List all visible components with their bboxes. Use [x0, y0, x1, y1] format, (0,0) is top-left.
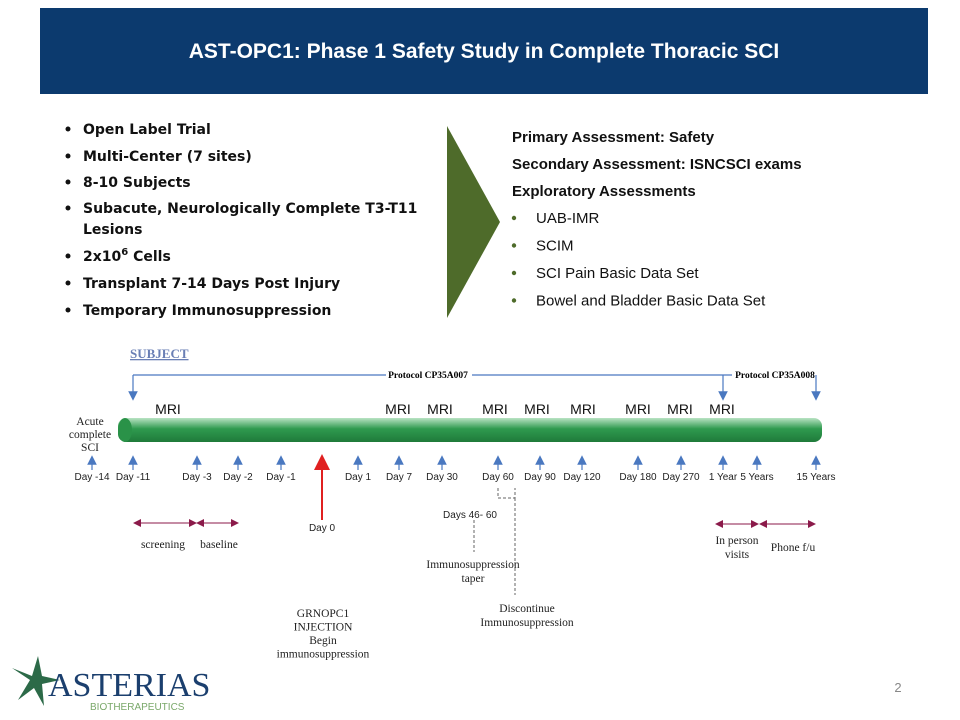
day-label: Day -3	[182, 472, 212, 483]
sub-bullet: SCI Pain Basic Data Set	[536, 265, 699, 282]
start-label: SCI	[81, 442, 99, 454]
day-label: Day 90	[524, 472, 556, 483]
sub-bullet: UAB-IMR	[536, 210, 600, 227]
bullet-part: Cells	[128, 249, 171, 265]
bullet-dot	[511, 270, 517, 276]
header-bar	[40, 8, 928, 94]
start-label: complete	[69, 429, 111, 441]
sub-bullet: SCIM	[536, 238, 574, 255]
bullet-dot	[511, 298, 517, 303]
left-list: Open Label Trial Multi-Center (7 sites) 8-…	[65, 122, 417, 319]
start-label: Acute	[76, 416, 103, 428]
mri-label: MRI	[570, 401, 596, 417]
day-label: Day 60	[482, 472, 514, 483]
bullet-sup: 6	[121, 247, 128, 258]
bracket	[497, 488, 516, 499]
day-label: Day 120	[563, 472, 601, 483]
page-number: 2	[894, 680, 901, 695]
phone: Phone f/u	[771, 542, 816, 554]
bullet-dot	[511, 215, 517, 221]
day-label: Day 7	[386, 472, 413, 483]
sub-bullet: Bowel and Bladder Basic Data Set	[536, 293, 766, 310]
bullet: Multi-Center (7 sites)	[83, 149, 252, 165]
mri-label: MRI	[667, 401, 693, 417]
title: AST-OPC1: Phase 1 Safety Study in Comple…	[189, 40, 779, 63]
discontinue: Immunosuppression	[480, 617, 574, 629]
bullet: Transplant 7-14 Days Post Injury	[83, 276, 340, 292]
primary: Primary Assessment: Safety	[512, 129, 715, 146]
logo-text: ASTERIAS	[48, 667, 210, 704]
injection: immunosuppression	[277, 649, 370, 661]
secondary: Secondary Assessment: ISNCSCI exams	[512, 156, 802, 173]
bullet-dot	[65, 126, 71, 132]
timeline-bar	[118, 418, 822, 442]
label-bg	[732, 368, 818, 382]
day-label: Day 180	[619, 472, 657, 483]
label-bg	[386, 368, 472, 382]
bullet-dot	[65, 253, 71, 259]
mri-label: MRI	[155, 401, 181, 417]
day-label: Day 1	[345, 472, 372, 483]
mri-label: MRI	[709, 401, 735, 417]
bullet-dot	[65, 179, 71, 185]
taper: taper	[462, 573, 485, 585]
subject-label: SUBJECT	[130, 346, 189, 361]
bullet: Open Label Trial	[83, 122, 211, 138]
bullet-cont: Lesions	[83, 222, 142, 238]
day-label: Day 270	[662, 472, 700, 483]
in-person: visits	[725, 549, 750, 561]
right-list: Primary Assessment: Safety Secondary Ass…	[511, 129, 802, 310]
screening: screening	[141, 539, 185, 551]
bullet-dot	[65, 205, 71, 211]
injection: INJECTION	[294, 622, 353, 634]
day-label: Day -11	[116, 472, 151, 483]
bullet: Temporary Immunosuppression	[83, 303, 331, 319]
bullet-dot	[65, 153, 71, 159]
protocol-1: Protocol CP35A007	[388, 371, 468, 381]
day-label: Day -14	[74, 472, 109, 483]
in-person: In person	[715, 535, 758, 547]
day-label: Day 30	[426, 472, 458, 483]
day-label: 5 Years	[740, 472, 773, 483]
logo-sub: BIOTHERAPEUTICS	[90, 702, 185, 713]
day0: Day 0	[309, 523, 336, 534]
protocol-2: Protocol CP35A008	[735, 371, 815, 381]
bullet-dot	[65, 307, 71, 313]
mri-label: MRI	[482, 401, 508, 417]
day-label: Day -2	[223, 472, 253, 483]
taper: Immunosuppression	[426, 559, 520, 571]
bullet: Subacute, Neurologically Complete T3-T11	[83, 201, 417, 217]
day-label: 15 Years	[797, 472, 836, 483]
bullet-part: 2x10	[83, 249, 122, 265]
injection: Begin	[309, 635, 337, 647]
discontinue: Discontinue	[499, 603, 555, 615]
logo-star	[12, 656, 60, 706]
exploratory: Exploratory Assessments	[512, 183, 696, 200]
logo: ASTERIAS BIOTHERAPEUTICS	[12, 656, 210, 713]
injection: GRNOPC1	[297, 608, 350, 620]
mri-label: MRI	[385, 401, 411, 417]
mri-label: MRI	[625, 401, 651, 417]
bullet-dot	[65, 280, 71, 286]
mri-label: MRI	[524, 401, 550, 417]
day-label: 1 Year	[709, 472, 738, 483]
mri-label: MRI	[427, 401, 453, 417]
bullet: 2x106 Cells	[83, 247, 171, 265]
bullet: 8-10 Subjects	[83, 175, 191, 191]
day-label: Day -1	[266, 472, 296, 483]
bar-end	[118, 418, 132, 442]
chevron	[447, 126, 500, 318]
baseline: baseline	[200, 539, 238, 551]
bullet-dot	[511, 243, 517, 248]
days-46-60: Days 46- 60	[443, 510, 497, 521]
timeline: SUBJECT Protocol CP35A007 Protocol CP35A…	[69, 346, 836, 661]
